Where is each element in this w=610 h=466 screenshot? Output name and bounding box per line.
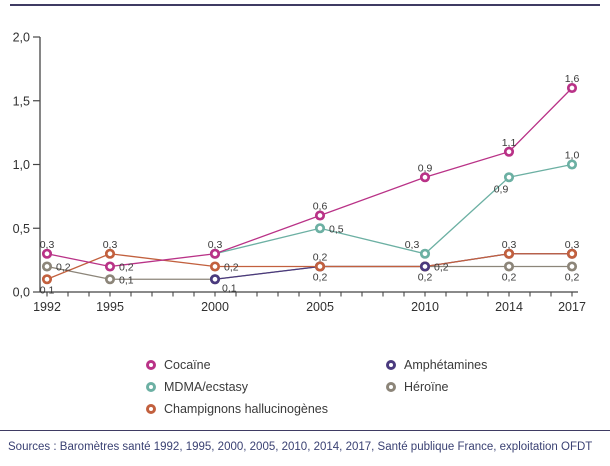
svg-text:0,2: 0,2 [313,272,328,284]
svg-text:0,3: 0,3 [502,239,517,251]
legend-item-heroine: Héroïne [386,376,487,398]
svg-text:0,3: 0,3 [40,239,55,251]
svg-text:0,1: 0,1 [119,274,134,286]
svg-text:2017: 2017 [558,300,586,314]
top-rule [10,4,600,6]
svg-text:0,3: 0,3 [103,239,118,251]
legend-column-left: Cocaïne MDMA/ecstasy Champignons hallucino… [146,354,328,420]
svg-text:0,9: 0,9 [418,162,433,174]
svg-text:0,2: 0,2 [565,272,580,284]
svg-text:1,6: 1,6 [565,73,580,85]
legend-item-champignons-hallucinogenes: Champignons hallucinogènes [146,398,328,420]
svg-text:1992: 1992 [33,300,61,314]
svg-text:1,0: 1,0 [565,150,580,162]
svg-text:0,3: 0,3 [208,239,223,251]
svg-text:1,1: 1,1 [502,137,517,149]
svg-text:2010: 2010 [411,300,439,314]
legend-ring-icon [386,382,396,392]
svg-text:0,2: 0,2 [502,272,517,284]
legend-label: Cocaïne [164,358,211,372]
svg-text:0,2: 0,2 [224,262,239,274]
svg-text:0,5: 0,5 [13,222,30,236]
legend-item-cocaine: Cocaïne [146,354,328,376]
svg-text:0,0: 0,0 [13,286,30,300]
legend-ring-icon [386,360,396,370]
legend-label: Amphétamines [404,358,488,372]
legend-label: MDMA/ecstasy [164,380,249,394]
svg-text:0,1: 0,1 [40,284,55,296]
svg-text:0,5: 0,5 [329,223,344,235]
svg-text:2,0: 2,0 [13,31,30,45]
legend-ring-icon [146,360,156,370]
svg-text:0,2: 0,2 [418,272,433,284]
line-chart: 0,0 0,5 1,0 1,5 2,0 1992 1995 2000 2005 2010 2014 2… [13,31,586,315]
legend-label: Héroïne [404,380,449,394]
svg-text:0,2: 0,2 [434,262,449,274]
svg-text:2005: 2005 [306,300,334,314]
bottom-rule [0,430,610,431]
legend-column-right: Amphétamines Héroïne [386,354,487,398]
svg-text:2014: 2014 [495,300,523,314]
legend-item-mdma-ecstasy: MDMA/ecstasy [146,376,328,398]
chart-legend: Cocaïne MDMA/ecstasy Champignons hallucino… [0,354,610,424]
legend-item-amphetamines: Amphétamines [386,354,487,376]
svg-text:0,1: 0,1 [222,282,237,294]
source-note: Sources : Baromètres santé 1992, 1995, 2… [8,441,593,453]
svg-text:0,3: 0,3 [405,239,420,251]
svg-text:0,2: 0,2 [119,262,134,274]
svg-text:1995: 1995 [96,300,124,314]
svg-text:0,2: 0,2 [313,252,328,264]
legend-ring-icon [146,382,156,392]
legend-ring-icon [146,404,156,414]
svg-text:0,9: 0,9 [494,183,509,195]
svg-text:0,2: 0,2 [56,262,71,274]
svg-text:1,0: 1,0 [13,158,30,172]
svg-text:2000: 2000 [201,300,229,314]
legend-label: Champignons hallucinogènes [164,402,329,416]
svg-text:1,5: 1,5 [13,94,30,108]
svg-text:0,3: 0,3 [565,239,580,251]
svg-text:0,6: 0,6 [313,201,328,213]
